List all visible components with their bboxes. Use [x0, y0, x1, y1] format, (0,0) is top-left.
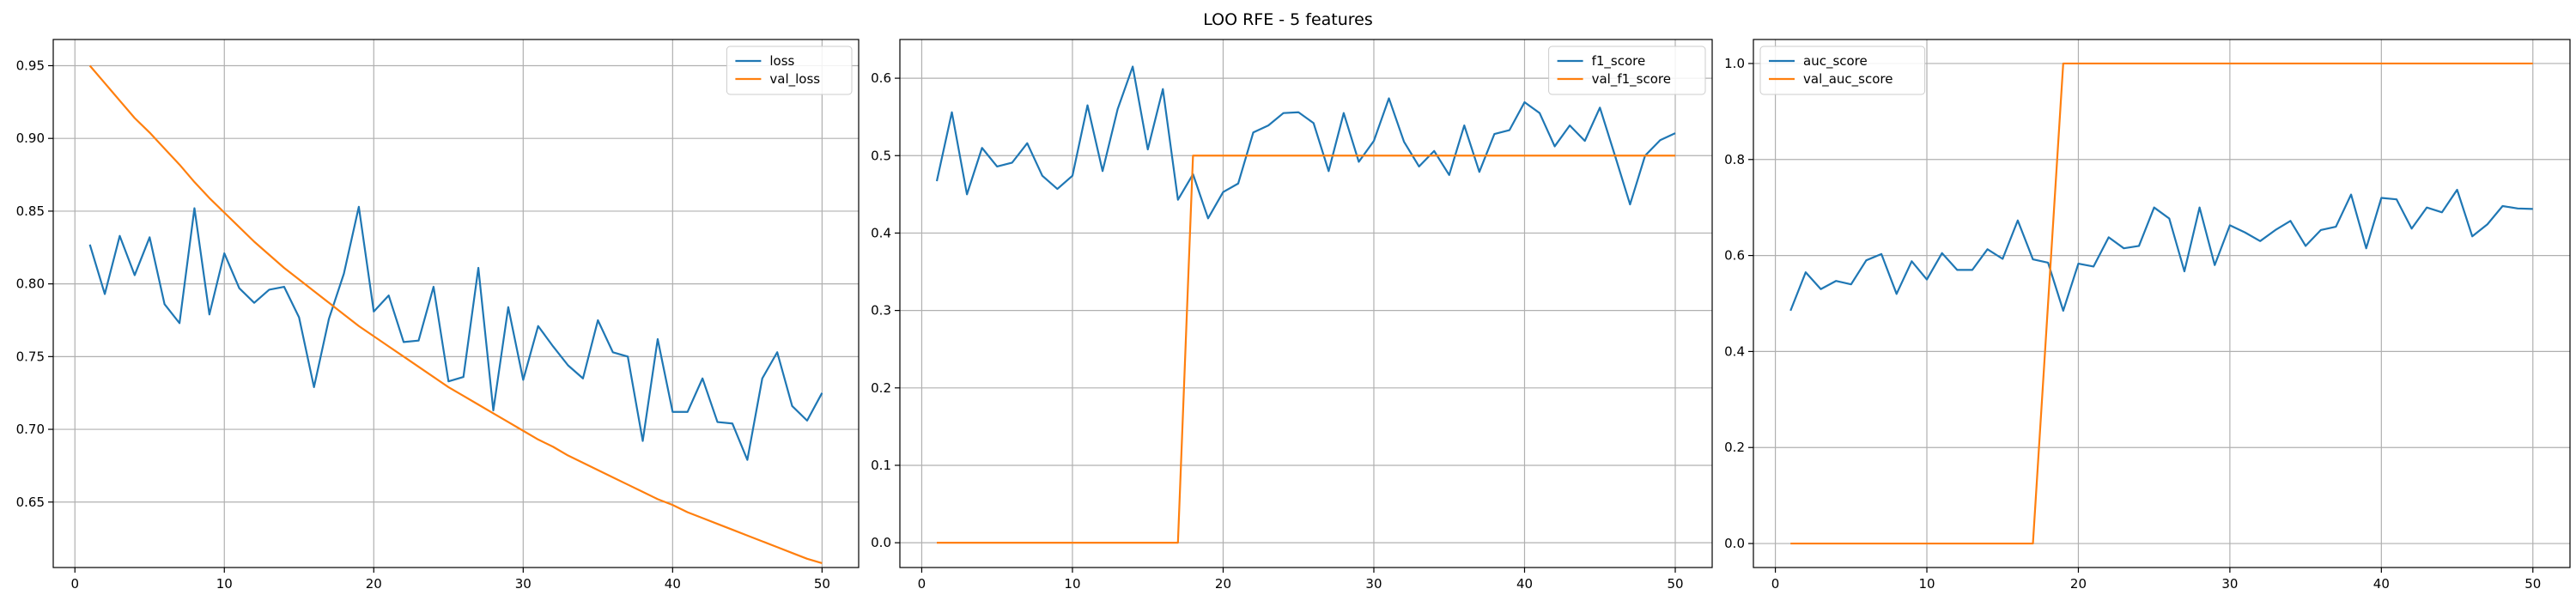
- axes-frame: [899, 39, 1713, 568]
- x-tick-label: 20: [1215, 576, 1231, 592]
- x-tick-label: 0: [70, 576, 79, 592]
- series-line-auc_score: [1789, 188, 2533, 312]
- x-tick-label: 10: [216, 576, 233, 592]
- x-tick-label: 0: [1771, 576, 1780, 592]
- legend-label-val_f1_score: val_f1_score: [1592, 71, 1671, 88]
- legend: loss val_loss: [726, 46, 853, 95]
- subplot-1: 0 10 20 30 40 50 0.65 0.70 0.75 0.80 0.85 0.90 0.95 l…: [16, 39, 860, 592]
- y-tick-label: 1.0: [1724, 56, 1745, 71]
- x-tick-label: 30: [2221, 576, 2238, 592]
- figure-title: LOO RFE - 5 features: [1203, 10, 1373, 29]
- y-tick-label: 0.65: [16, 495, 45, 510]
- y-tick-label: 0.2: [1724, 440, 1745, 455]
- y-tick-label: 0.6: [1724, 248, 1745, 264]
- subplots: 0 10 20 30 40 500.650.700.750.800.850.900.95 l…: [16, 39, 2571, 592]
- x-tick-label: 20: [2070, 576, 2087, 592]
- x-tick-label: 40: [665, 576, 681, 592]
- y-tick-label: 0.6: [871, 70, 891, 86]
- x-tick-label: 50: [2524, 576, 2541, 592]
- x-tick-label: 50: [814, 576, 830, 592]
- axes-frame: [52, 39, 860, 568]
- y-tick-label: 0.4: [1724, 343, 1745, 359]
- series-line-loss: [88, 205, 823, 461]
- x-tick-label: 40: [1516, 576, 1533, 592]
- y-tick-label: 0.3: [871, 303, 891, 319]
- legend-box: [1759, 46, 1926, 95]
- y-tick-label: 0.80: [16, 276, 45, 292]
- series-line-val_f1_score: [937, 155, 1675, 544]
- axes-frame: [1753, 39, 2571, 568]
- grid-lines: [1753, 39, 2570, 568]
- x-tick-label: 20: [366, 576, 382, 592]
- y-tick-label: 0.0: [871, 535, 891, 550]
- x-tick-label: 40: [2373, 576, 2390, 592]
- legend-label-loss: loss: [769, 53, 794, 69]
- x-tick-label: 10: [1918, 576, 1935, 592]
- x-tick-label: 30: [515, 576, 532, 592]
- y-tick-label: 0.0: [1724, 536, 1745, 551]
- y-tick-label: 0.2: [871, 380, 891, 396]
- y-tick-label: 0.85: [16, 203, 45, 219]
- x-tick-label: 50: [1667, 576, 1683, 592]
- y-tick-label: 0.90: [16, 131, 45, 146]
- subplot-2: 0 10 20 30 40 50 0.0 0.1 0.2 0.3 0.4 0.5 0.6 f1_score…: [871, 39, 1713, 592]
- legend-label-val_auc_score: val_auc_score: [1803, 71, 1893, 88]
- legend-label-auc_score: auc_score: [1803, 53, 1868, 70]
- series-line-f1_score: [935, 65, 1676, 220]
- y-tick-label: 0.75: [16, 349, 45, 364]
- legend-box: [726, 46, 853, 95]
- subplot-3: 0 10 20 30 40 50 0.0 0.2 0.4 0.6 0.8 1.0 auc_scoreva…: [1724, 39, 2571, 592]
- series-line-val_auc_score: [1790, 62, 2533, 545]
- y-tick-label: 0.1: [871, 458, 891, 473]
- grid-lines: [900, 39, 1712, 568]
- legend-label-f1_score: f1_score: [1592, 53, 1646, 70]
- x-tick-label: 30: [1365, 576, 1382, 592]
- legend-box: [1548, 46, 1706, 95]
- series-line-val_loss: [88, 64, 823, 564]
- y-tick-label: 0.5: [871, 148, 891, 163]
- y-tick-label: 0.70: [16, 422, 45, 437]
- y-tick-label: 0.95: [16, 58, 45, 73]
- legend-label-val_loss: val_loss: [769, 71, 820, 88]
- y-tick-label: 0.4: [871, 225, 891, 240]
- y-tick-label: 0.8: [1724, 152, 1745, 167]
- x-tick-label: 10: [1064, 576, 1080, 592]
- x-tick-label: 0: [918, 576, 927, 592]
- grid-lines: [53, 39, 859, 568]
